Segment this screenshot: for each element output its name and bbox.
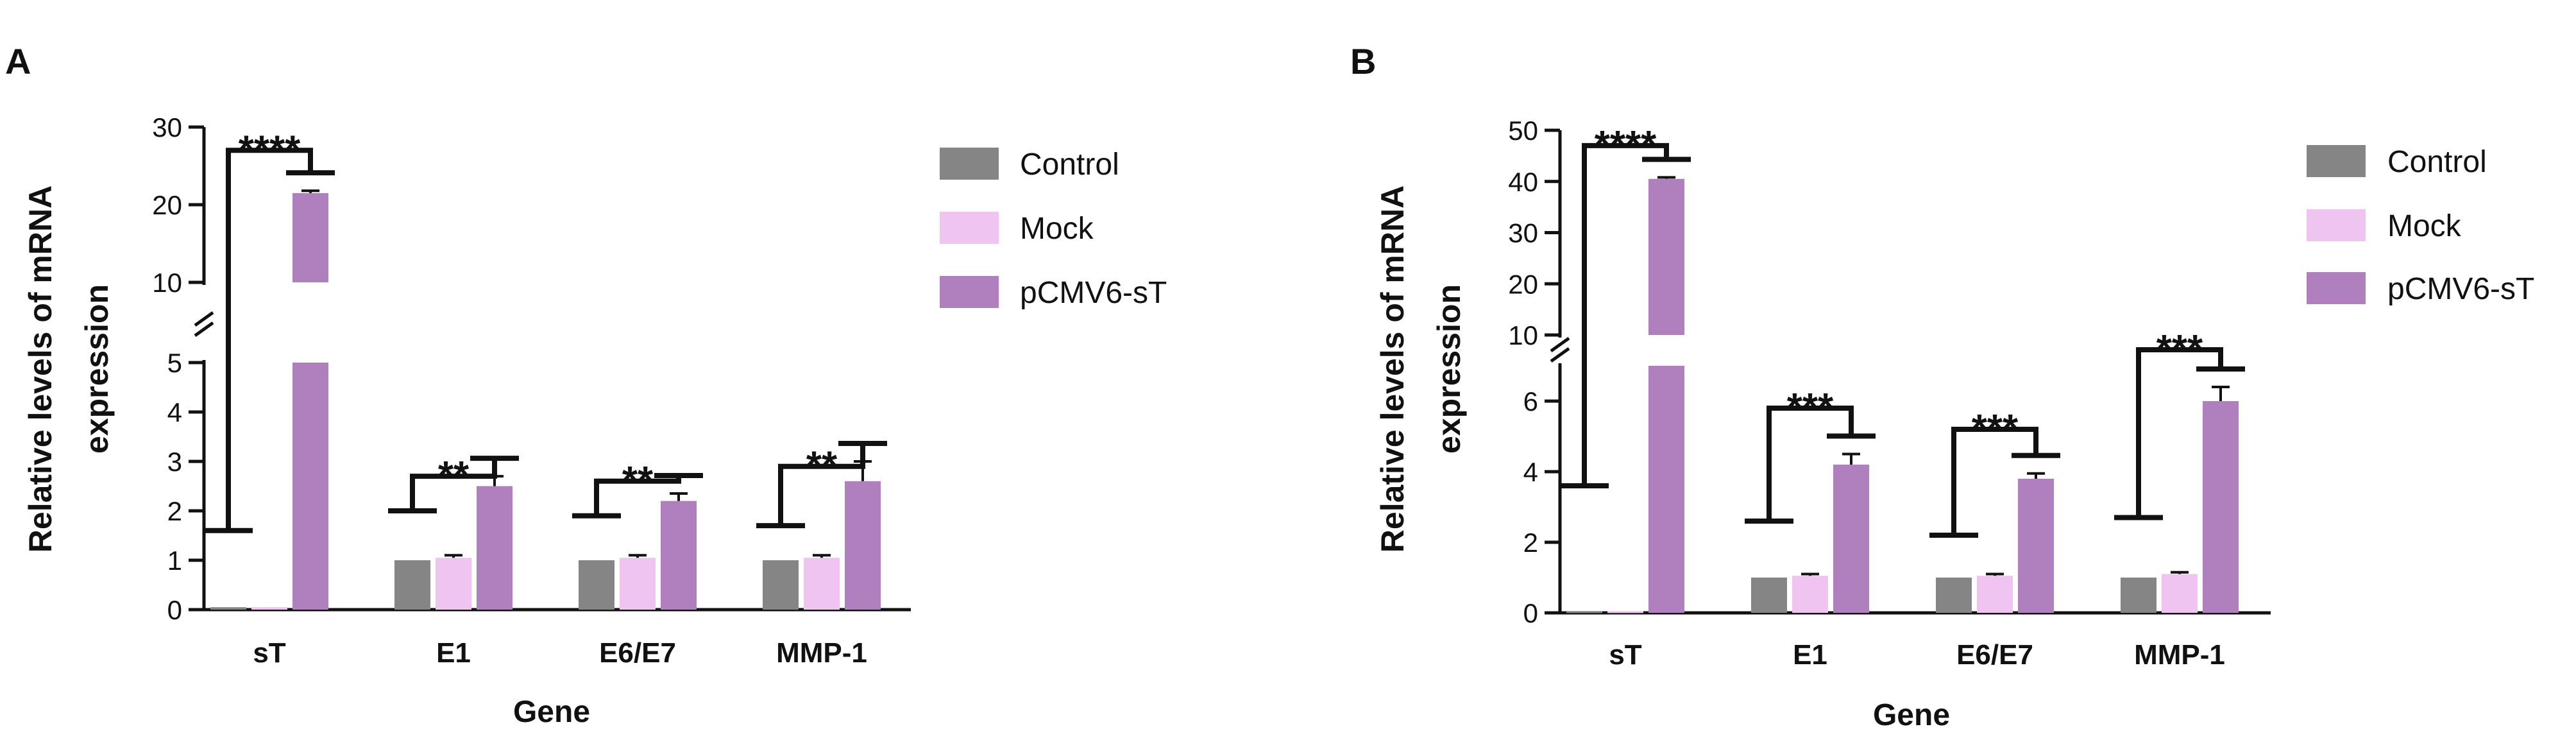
panel-a-bar-control-e1 <box>394 560 430 610</box>
panel-b-ytick-label: 50 <box>1508 116 1538 146</box>
panel-b-significance-bracket-mmp-1 <box>2114 347 2245 520</box>
panel-a-bar-pcmv6-st-e6-e7 <box>661 501 697 610</box>
panel-a-bar-control-st <box>210 607 246 610</box>
panel-a-significance-stars-e1: ** <box>438 454 470 498</box>
panel-a-ylabel-line1: Relative levels of mRNA <box>22 185 58 553</box>
panel-a-ytick-label: 1 <box>167 545 182 576</box>
panel-b-xlabel: Gene <box>1873 698 1950 732</box>
panel-b-ytick-label: 6 <box>1523 386 1538 416</box>
panel-b-significance-bracket-st <box>1560 142 1691 488</box>
panel-b-ytick-label: 10 <box>1508 320 1538 350</box>
panel-a-bar-pcmv6-st-mmp-1 <box>845 481 881 610</box>
panel-b-significance-stars-e6-e7: *** <box>1972 407 2019 451</box>
panel-b-category-label: E1 <box>1793 639 1827 671</box>
legend-a-mock-label: Mock <box>1020 212 1094 246</box>
panel-b-ytick-label: 0 <box>1523 598 1538 628</box>
panel-a-significance-bracket-mmp-1 <box>756 441 887 529</box>
legend-a-control-swatch <box>940 148 999 180</box>
panel-a-bar-pcmv6-st-st <box>292 363 328 610</box>
panel-b-category-label: sT <box>1609 639 1641 671</box>
panel-a-ytick-label: 5 <box>167 348 182 378</box>
panel-b-axis-break-mark <box>1550 336 1570 353</box>
panel-a-ytick-label: 10 <box>152 268 182 298</box>
panel-b-bar-pcmv6-st-e6-e7 <box>2018 479 2054 613</box>
panel-a-ytick-label: 3 <box>167 447 182 477</box>
panel-a-category-label: E1 <box>436 637 471 669</box>
panel-a-significance-bracket-st <box>204 148 335 533</box>
panel-b-ytick-label: 20 <box>1508 269 1538 299</box>
panel-b-letter: B <box>1350 41 1376 82</box>
panel-a-ylabel-line2: expression <box>79 284 115 454</box>
panel-a-significance-stars-mmp-1: ** <box>806 444 838 488</box>
panel-a-bar-mock-e1 <box>436 558 471 610</box>
panel-b-bar-pcmv6-st-mmp-1 <box>2203 401 2239 613</box>
panel-a: A 0 1 2 3 4 5 10 20 30 sT **** E1 ** E6/E7 ** MMP-1 ** R… <box>5 41 1167 729</box>
panel-b-ytick-label: 2 <box>1523 528 1538 558</box>
panel-b-category-label: E6/E7 <box>1956 639 2033 671</box>
panel-b-bar-mock-st <box>1607 611 1643 614</box>
panel-b-bar-mock-e1 <box>1792 576 1828 613</box>
panel-b-marks: 0 2 4 6 10 20 30 40 50 sT **** E1 *** E6/E7 *** MMP-1 **… <box>1508 116 2271 671</box>
panel-b-bar-pcmv6-st-st-upper <box>1648 178 1684 335</box>
panel-a-legend: Control Mock pCMV6-sT <box>940 148 1167 310</box>
panel-a-category-label: MMP-1 <box>776 637 867 669</box>
panel-b-significance-bracket-e6-e7 <box>1929 427 2060 538</box>
panel-a-category-label: E6/E7 <box>599 637 676 669</box>
panel-b-bar-control-e1 <box>1751 578 1787 613</box>
panel-b-bar-pcmv6-st-e1 <box>1833 465 1869 613</box>
panel-b-bar-control-e6-e7 <box>1936 578 1972 613</box>
panel-a-axis-break-mark <box>194 311 214 327</box>
panel-b-ylabel-line2: expression <box>1431 284 1467 454</box>
panel-a-bar-pcmv6-st-e1 <box>477 486 513 610</box>
legend-a-mock-swatch <box>940 212 999 244</box>
panel-a-ytick-label: 20 <box>152 190 182 220</box>
panel-a-category-label: sT <box>253 637 285 669</box>
panel-a-significance-stars-st: **** <box>239 128 301 172</box>
legend-b-mock-label: Mock <box>2387 209 2462 243</box>
panel-b-ytick-label: 40 <box>1508 167 1538 197</box>
panel-b-significance-bracket-e1 <box>1745 406 1876 524</box>
panel-a-bar-pcmv6-st-st-upper <box>292 193 328 282</box>
legend-a-control-label: Control <box>1020 148 1119 182</box>
panel-a-ytick-label: 30 <box>152 112 182 142</box>
panel-b-ytick-label: 30 <box>1508 218 1538 248</box>
legend-a-pcmv6-label: pCMV6-sT <box>1020 276 1167 310</box>
legend-b-control-label: Control <box>2387 145 2487 179</box>
panel-b-significance-stars-e1: *** <box>1787 386 1834 430</box>
panel-a-ytick-label: 4 <box>167 397 182 427</box>
legend-b-control-swatch <box>2307 145 2366 177</box>
panel-a-letter: A <box>5 41 31 82</box>
legend-b-pcmv6-swatch <box>2307 272 2366 304</box>
panel-b-bar-control-mmp-1 <box>2121 578 2157 613</box>
panel-a-significance-bracket-e1 <box>388 456 519 513</box>
panel-b-bar-mock-mmp-1 <box>2162 574 2198 613</box>
panel-a-bar-mock-mmp-1 <box>804 558 840 610</box>
legend-a-pcmv6-swatch <box>940 276 999 308</box>
panel-b-axis-break-mark <box>1550 347 1570 363</box>
panel-a-axis-break-mark <box>194 321 214 338</box>
panel-b-ytick-label: 4 <box>1523 457 1538 487</box>
panel-a-bar-mock-st <box>251 607 287 610</box>
panel-a-significance-bracket-e6-e7 <box>572 473 703 519</box>
legend-b-pcmv6-label: pCMV6-sT <box>2387 272 2534 306</box>
panel-a-bar-control-e6-e7 <box>579 560 614 610</box>
panel-a-xlabel: Gene <box>513 695 590 729</box>
panel-b-bar-pcmv6-st-st <box>1648 366 1684 613</box>
panel-a-bar-control-mmp-1 <box>763 560 799 610</box>
panel-a-marks: 0 1 2 3 4 5 10 20 30 sT **** E1 ** E6/E7 ** MMP-1 ** <box>152 112 911 669</box>
panel-b: B 0 2 4 6 10 20 30 40 50 sT **** E1 *** E6/E7 *** MMP-1… <box>1350 41 2534 732</box>
panel-b-significance-stars-st: **** <box>1595 123 1657 167</box>
panel-b-ylabel-line1: Relative levels of mRNA <box>1375 185 1411 553</box>
panel-a-ytick-label: 2 <box>167 496 182 526</box>
panel-a-ytick-label: 0 <box>167 595 182 625</box>
panel-b-legend: Control Mock pCMV6-sT <box>2307 145 2534 306</box>
legend-b-mock-swatch <box>2307 209 2366 241</box>
panel-a-bar-mock-e6-e7 <box>620 558 656 610</box>
panel-b-category-label: MMP-1 <box>2134 639 2225 671</box>
panel-b-bar-mock-e6-e7 <box>1977 576 2013 613</box>
panel-b-bar-control-st <box>1566 611 1602 614</box>
panel-a-significance-stars-e6-e7: ** <box>622 459 654 503</box>
panel-b-significance-stars-mmp-1: *** <box>2157 327 2203 372</box>
